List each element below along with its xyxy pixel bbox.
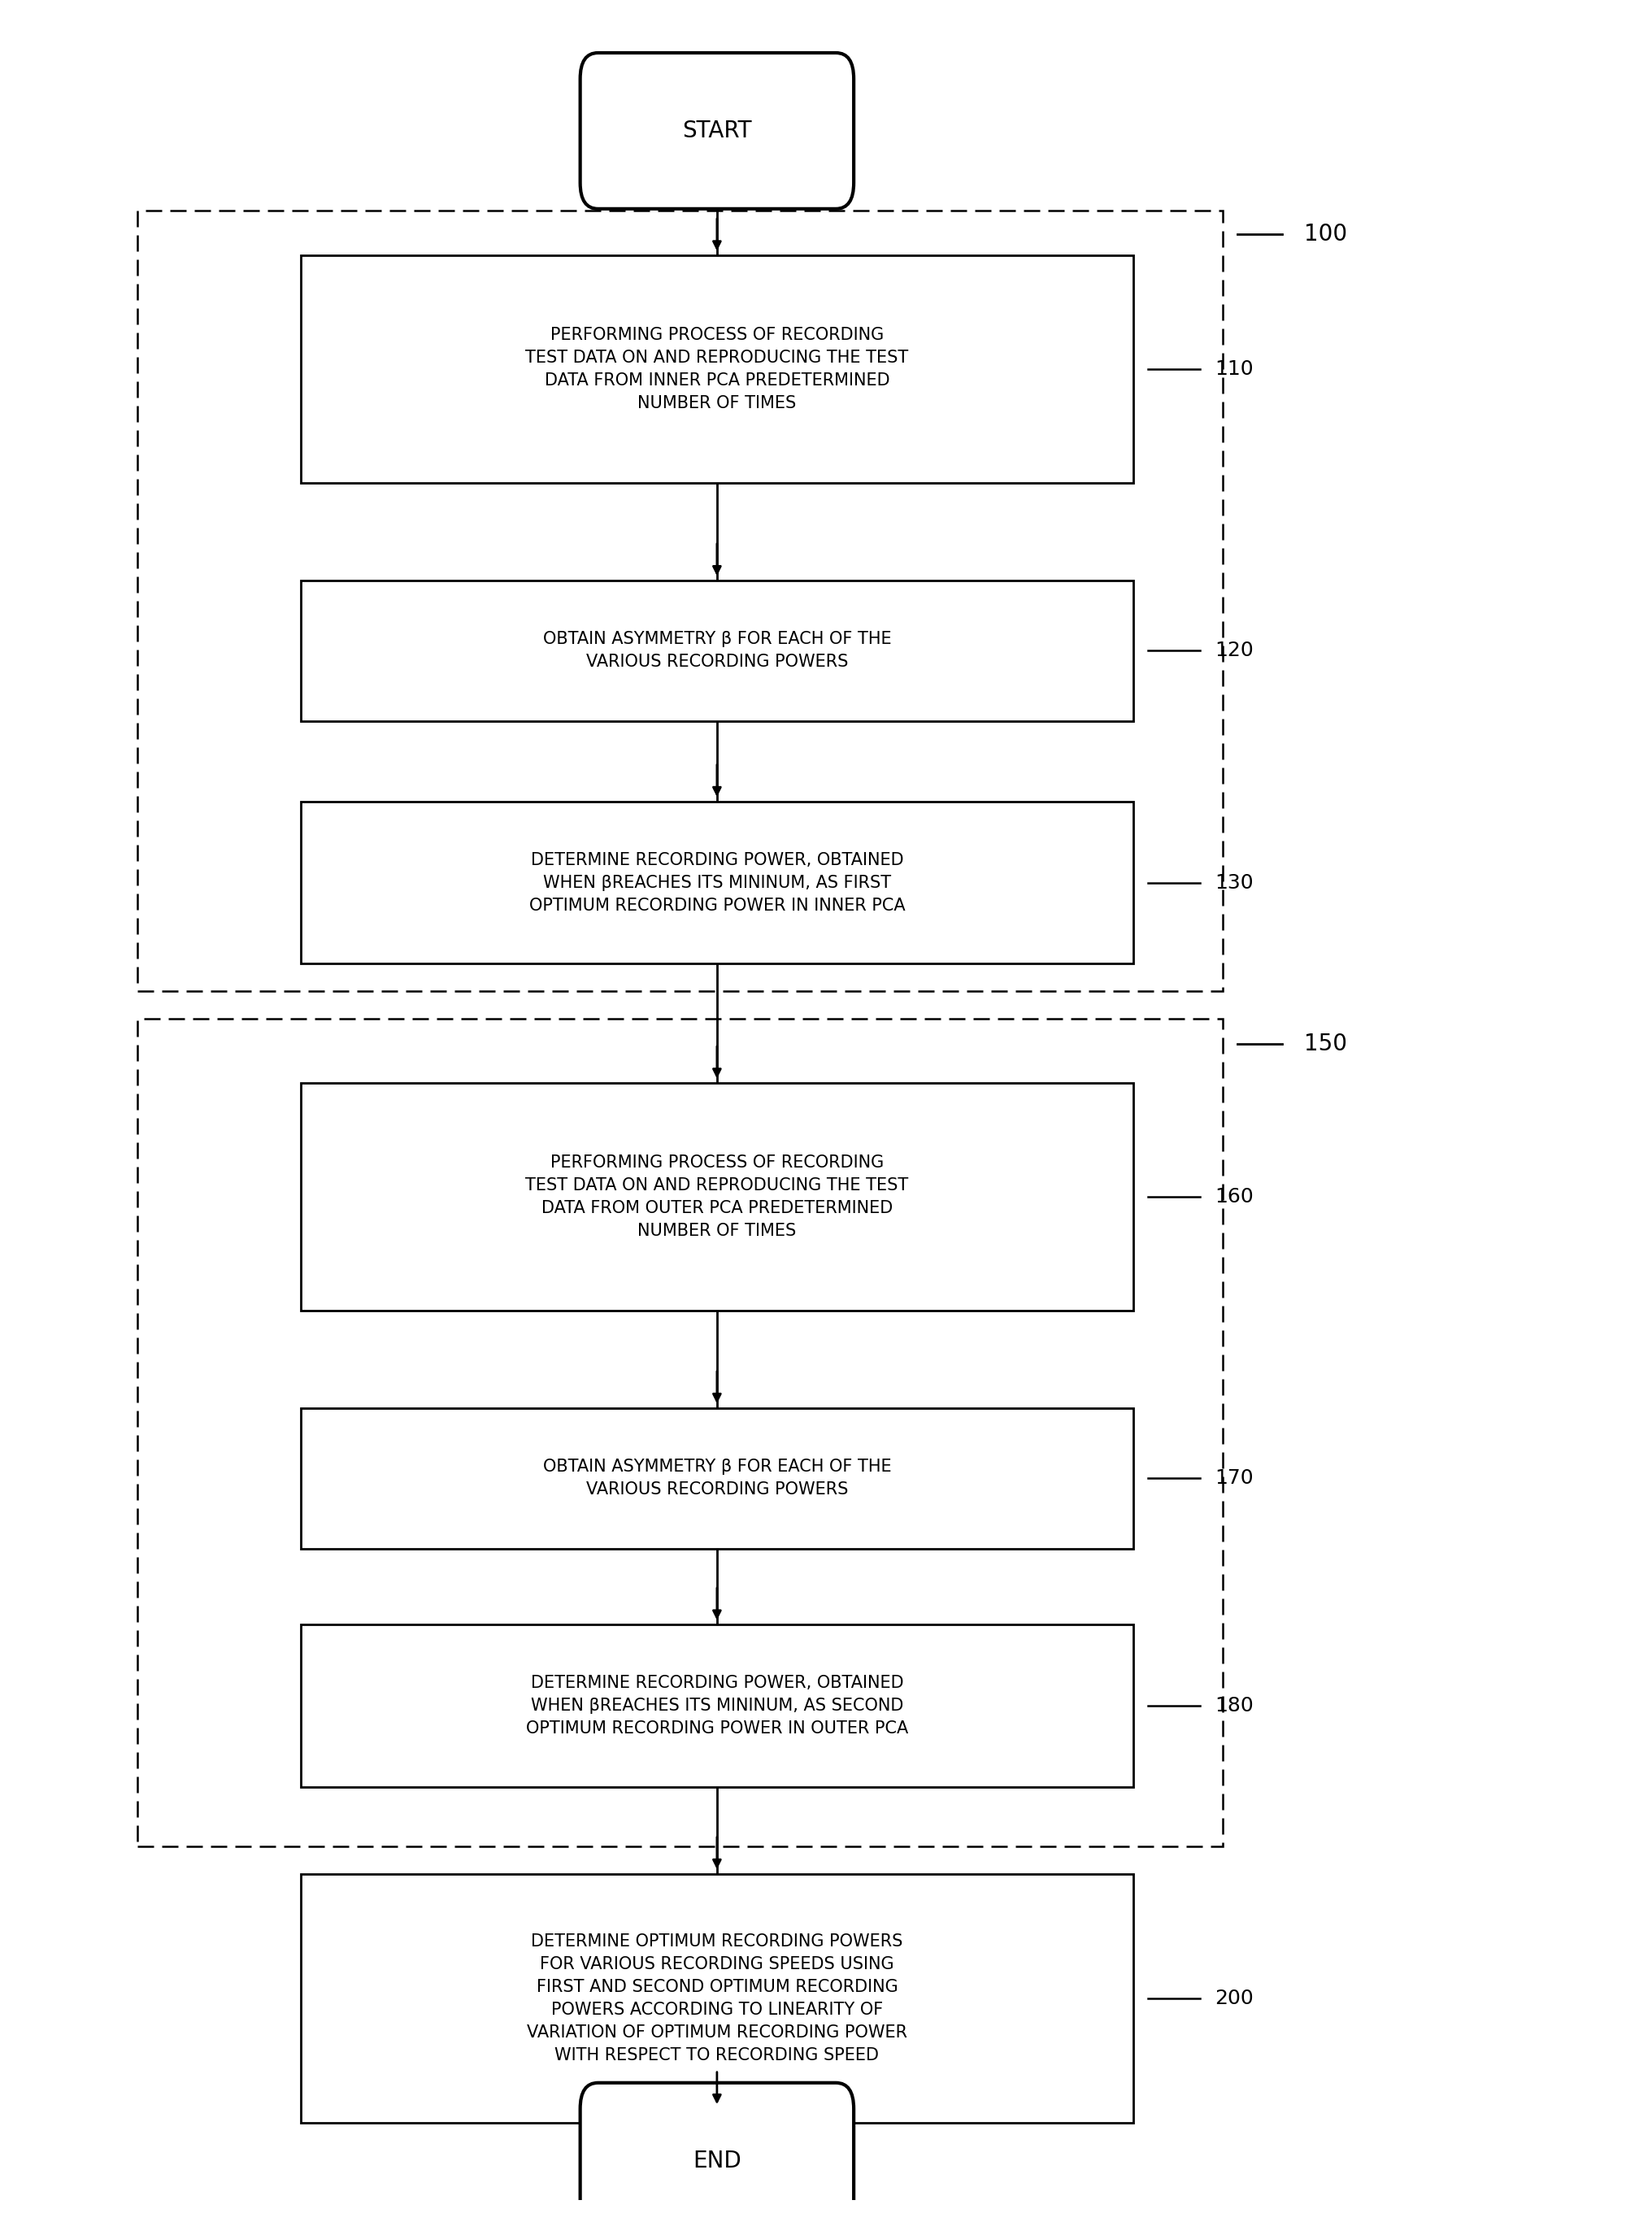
FancyBboxPatch shape [580,53,854,209]
Text: 130: 130 [1216,873,1254,893]
Bar [301,1624,1133,1786]
FancyBboxPatch shape [580,2082,854,2222]
Text: OBTAIN ASYMMETRY β FOR EACH OF THE
VARIOUS RECORDING POWERS: OBTAIN ASYMMETRY β FOR EACH OF THE VARIO… [544,631,890,671]
Text: 110: 110 [1216,360,1254,380]
Text: PERFORMING PROCESS OF RECORDING
TEST DATA ON AND REPRODUCING THE TEST
DATA FROM : PERFORMING PROCESS OF RECORDING TEST DAT… [525,327,909,411]
Text: DETERMINE RECORDING POWER, OBTAINED
WHEN βREACHES ITS MININUM, AS SECOND
OPTIMUM: DETERMINE RECORDING POWER, OBTAINED WHEN… [525,1675,909,1738]
Bar [137,1020,1222,1846]
Text: END: END [692,2149,742,2173]
Bar [301,1082,1133,1311]
Bar [301,256,1133,482]
Text: 170: 170 [1216,1469,1254,1489]
Bar [301,1873,1133,2122]
Text: 180: 180 [1216,1695,1254,1715]
Text: 120: 120 [1216,640,1254,660]
Text: 200: 200 [1216,1989,1254,2009]
Text: 100: 100 [1305,222,1348,247]
Text: OBTAIN ASYMMETRY β FOR EACH OF THE
VARIOUS RECORDING POWERS: OBTAIN ASYMMETRY β FOR EACH OF THE VARIO… [544,1460,890,1498]
Text: START: START [682,120,752,142]
Text: DETERMINE RECORDING POWER, OBTAINED
WHEN βREACHES ITS MININUM, AS FIRST
OPTIMUM : DETERMINE RECORDING POWER, OBTAINED WHEN… [529,851,905,913]
Bar [301,580,1133,722]
Text: 160: 160 [1216,1187,1254,1207]
Bar [301,802,1133,964]
Text: PERFORMING PROCESS OF RECORDING
TEST DATA ON AND REPRODUCING THE TEST
DATA FROM : PERFORMING PROCESS OF RECORDING TEST DAT… [525,1155,909,1240]
Text: DETERMINE OPTIMUM RECORDING POWERS
FOR VARIOUS RECORDING SPEEDS USING
FIRST AND : DETERMINE OPTIMUM RECORDING POWERS FOR V… [527,1933,907,2064]
Bar [301,1409,1133,1549]
Bar [137,211,1222,991]
Text: 150: 150 [1305,1033,1348,1055]
